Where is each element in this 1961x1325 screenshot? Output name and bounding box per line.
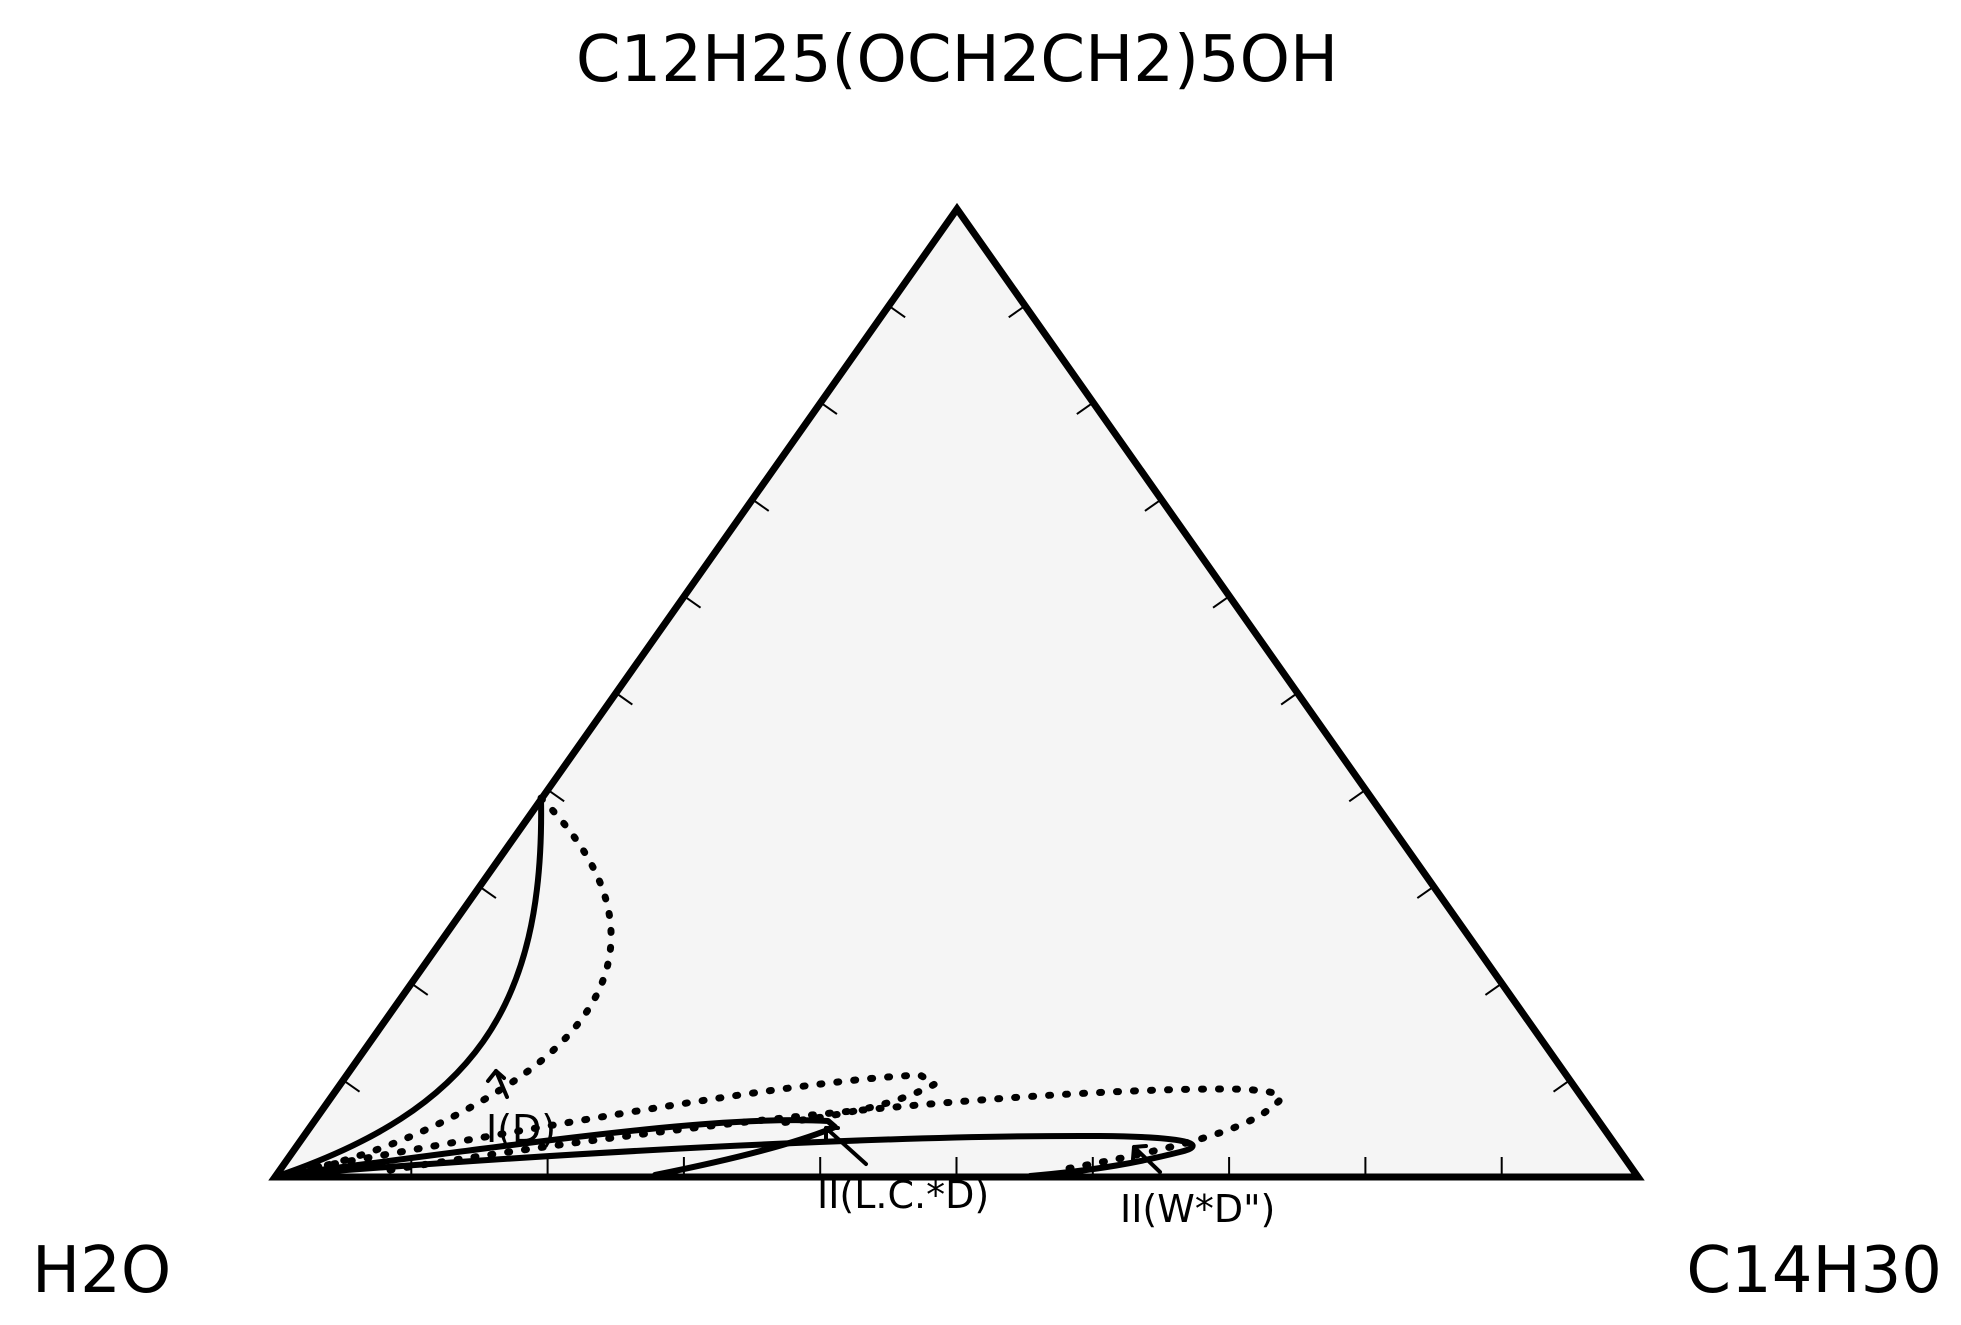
boundary-lcd-upper-dotted (296, 1071, 939, 1174)
tick-left-edge-9 (888, 304, 906, 319)
boundary-wd-solid (279, 1132, 1196, 1179)
tick-right-edge-2 (1076, 401, 1094, 415)
tick-left-edge-2 (410, 982, 429, 996)
tick-left-edge-7 (751, 498, 770, 512)
arrow-lcd-head (824, 1126, 840, 1142)
label-arrows (486, 1069, 1162, 1174)
region-label-wd: II(W*D") (1120, 1187, 1275, 1231)
tick-left-edge-5 (615, 692, 633, 706)
apex-label-water: H2O (32, 1234, 171, 1308)
tick-right-edge-3 (1144, 498, 1162, 512)
boundary-wd-dotted (386, 1085, 1285, 1174)
arrow-d-shaft (494, 1069, 509, 1099)
apex-label-alkane: C14H30 (1686, 1234, 1942, 1308)
boundary-one-phase-solid (275, 795, 545, 1179)
tick-right-edge-8 (1484, 982, 1503, 996)
arrow-lcd-shaft (824, 1126, 868, 1166)
triangle-area (268, 202, 1645, 1181)
apex-label-surfactant: C12H25(OCH2CH2)5OH (576, 23, 1338, 97)
tick-right-edge-7 (1416, 885, 1435, 899)
tick-right-edge-9 (1552, 1079, 1571, 1093)
tick-right-edge-4 (1212, 595, 1230, 609)
tick-left-edge-3 (479, 885, 497, 899)
tick-left-edge-1 (342, 1079, 361, 1093)
region-label-lcd: II(L.C.*D) (817, 1173, 989, 1217)
arrow-d-head (486, 1069, 506, 1083)
tick-right-edge-6 (1348, 788, 1367, 803)
region-label-d: I(D) (486, 1107, 556, 1151)
tick-marks (342, 304, 1571, 1177)
tick-left-edge-4 (547, 788, 565, 803)
tick-left-edge-6 (683, 595, 702, 609)
boundary-one-phase-dotted (278, 794, 615, 1179)
tick-right-edge-5 (1280, 692, 1299, 706)
arrow-wd-shaft (1132, 1145, 1162, 1174)
tick-right-edge-1 (1008, 304, 1026, 319)
phase-boundaries (275, 794, 1285, 1179)
arrow-wd-head (1131, 1144, 1148, 1161)
tick-left-edge-8 (820, 401, 838, 415)
